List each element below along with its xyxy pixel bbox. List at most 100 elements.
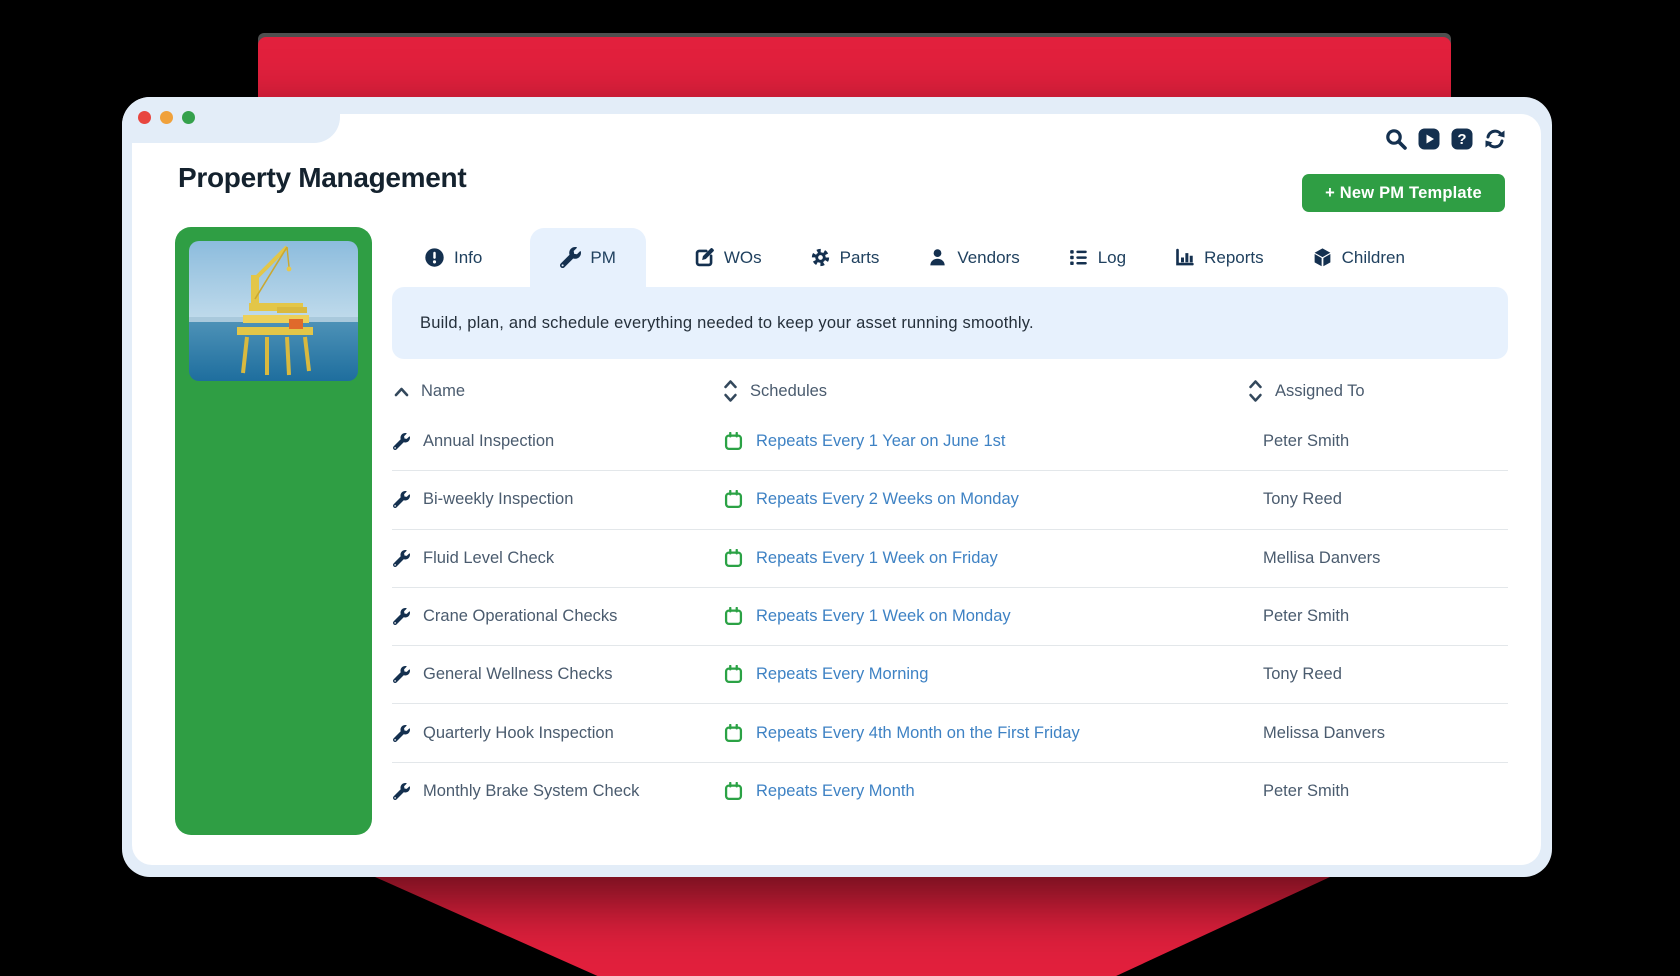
help-icon[interactable]: ? [1450,127,1474,151]
assigned-to: Peter Smith [1263,431,1350,450]
tab-pm[interactable]: PM [530,228,646,287]
tab-info[interactable]: Info [424,228,482,287]
column-header-name[interactable]: Name [394,370,465,412]
table-row[interactable]: Bi-weekly Inspection Repeats Every 2 Wee… [392,470,1508,528]
table-row[interactable]: General Wellness Checks Repeats Every Mo… [392,645,1508,703]
pm-template-table: Name Schedules Assig [392,370,1508,820]
pm-name: Monthly Brake System Check [423,781,640,800]
wrench-icon [393,608,410,626]
asset-sidebar [175,227,372,835]
tab-reports[interactable]: Reports [1174,228,1264,287]
schedule-link[interactable]: Repeats Every 1 Year on June 1st [724,412,1006,470]
schedule-link[interactable]: Repeats Every Month [724,763,915,820]
person-icon [930,249,946,266]
column-label: Schedules [750,381,828,400]
schedule-link[interactable]: Repeats Every Morning [724,646,928,703]
tab-parts[interactable]: Parts [810,228,880,287]
wrench-icon [393,782,410,800]
search-icon[interactable] [1384,127,1408,151]
calendar-icon [724,781,743,800]
list-icon [1069,250,1087,265]
tab-vendors[interactable]: Vendors [927,228,1020,287]
tab-info-label: Info [454,247,483,267]
play-icon[interactable] [1417,127,1441,151]
assigned-to: Peter Smith [1263,781,1350,800]
tab-log-label: Log [1097,247,1127,267]
calendar-icon [724,607,743,626]
column-label: Name [421,381,466,400]
tab-vendors-label: Vendors [957,247,1020,267]
table-row[interactable]: Crane Operational Checks Repeats Every 1… [392,586,1508,645]
bar-chart-icon [1176,248,1194,266]
tab-description-banner: Build, plan, and schedule everything nee… [392,287,1508,359]
close-window-button[interactable] [138,111,151,124]
window-controls [138,111,195,124]
assigned-to: Tony Reed [1263,665,1342,684]
assigned-to: Tony Reed [1263,490,1342,509]
wrench-icon [560,247,582,268]
schedule-link[interactable]: Repeats Every 1 Week on Friday [724,530,998,587]
new-pm-template-button[interactable]: + New PM Template [1302,174,1505,212]
tab-parts-label: Parts [839,247,880,267]
schedule-link[interactable]: Repeats Every 4th Month on the First Fri… [724,704,1080,761]
sort-both-icon [1249,380,1262,402]
assigned-to: Melissa Danvers [1263,723,1385,742]
schedule-link[interactable]: Repeats Every 1 Week on Monday [724,588,1011,645]
wrench-icon [393,724,410,742]
pm-name: Crane Operational Checks [423,607,618,626]
calendar-icon [724,548,743,567]
tab-wos-label: WOs [723,247,762,267]
svg-text:?: ? [1457,131,1466,148]
table-row[interactable]: Fluid Level Check Repeats Every 1 Week o… [392,528,1508,587]
cube-icon [1314,248,1330,267]
gear-icon [811,248,829,267]
wrench-icon [393,549,410,567]
pm-name: General Wellness Checks [423,665,613,684]
column-label: Assigned To [1275,381,1365,400]
table-row[interactable]: Annual Inspection Repeats Every 1 Year o… [392,412,1508,470]
asset-photo-offshore-platform [189,241,358,381]
table-row[interactable]: Monthly Brake System Check Repeats Every… [392,761,1508,820]
column-header-assigned-to[interactable]: Assigned To [1248,370,1365,412]
calendar-icon [724,431,743,450]
info-circle-icon [425,248,444,267]
tab-log[interactable]: Log [1068,228,1126,287]
titlebar-tab [122,97,340,143]
sort-asc-icon [394,387,409,396]
app-content: Property Management ? [132,114,1541,865]
tab-pm-label: PM [590,247,616,267]
tab-strip: Info PM WOs [424,228,1405,287]
calendar-icon [724,723,743,742]
table-header: Name Schedules Assig [392,370,1508,412]
minimize-window-button[interactable] [160,111,173,124]
pm-name: Annual Inspection [423,431,555,450]
sync-icon[interactable] [1483,127,1507,151]
wrench-icon [393,491,410,509]
red-ribbon-top [258,37,1451,101]
wrench-icon [393,432,410,450]
pm-name: Bi-weekly Inspection [423,490,574,509]
wrench-icon [393,666,410,684]
page-title: Property Management [178,162,467,193]
tab-wos[interactable]: WOs [694,228,762,287]
assigned-to: Mellisa Danvers [1263,548,1381,567]
pm-name: Fluid Level Check [423,548,555,567]
tab-children[interactable]: Children [1312,228,1405,287]
pm-name: Quarterly Hook Inspection [423,723,614,742]
edit-square-icon [695,248,714,267]
banner-text: Build, plan, and schedule everything nee… [420,313,1034,332]
assigned-to: Peter Smith [1263,607,1350,626]
calendar-icon [724,665,743,684]
schedule-link[interactable]: Repeats Every 2 Weeks on Monday [724,471,1019,528]
calendar-icon [724,490,743,509]
tab-children-label: Children [1341,247,1405,267]
app-window: Property Management ? [122,97,1552,877]
tab-reports-label: Reports [1204,247,1264,267]
zoom-window-button[interactable] [182,111,195,124]
red-ribbon-bottom [375,877,1330,976]
sort-both-icon [724,380,737,402]
table-row[interactable]: Quarterly Hook Inspection Repeats Every … [392,703,1508,761]
column-header-schedules[interactable]: Schedules [723,370,827,412]
toolbar: ? [1384,127,1507,151]
